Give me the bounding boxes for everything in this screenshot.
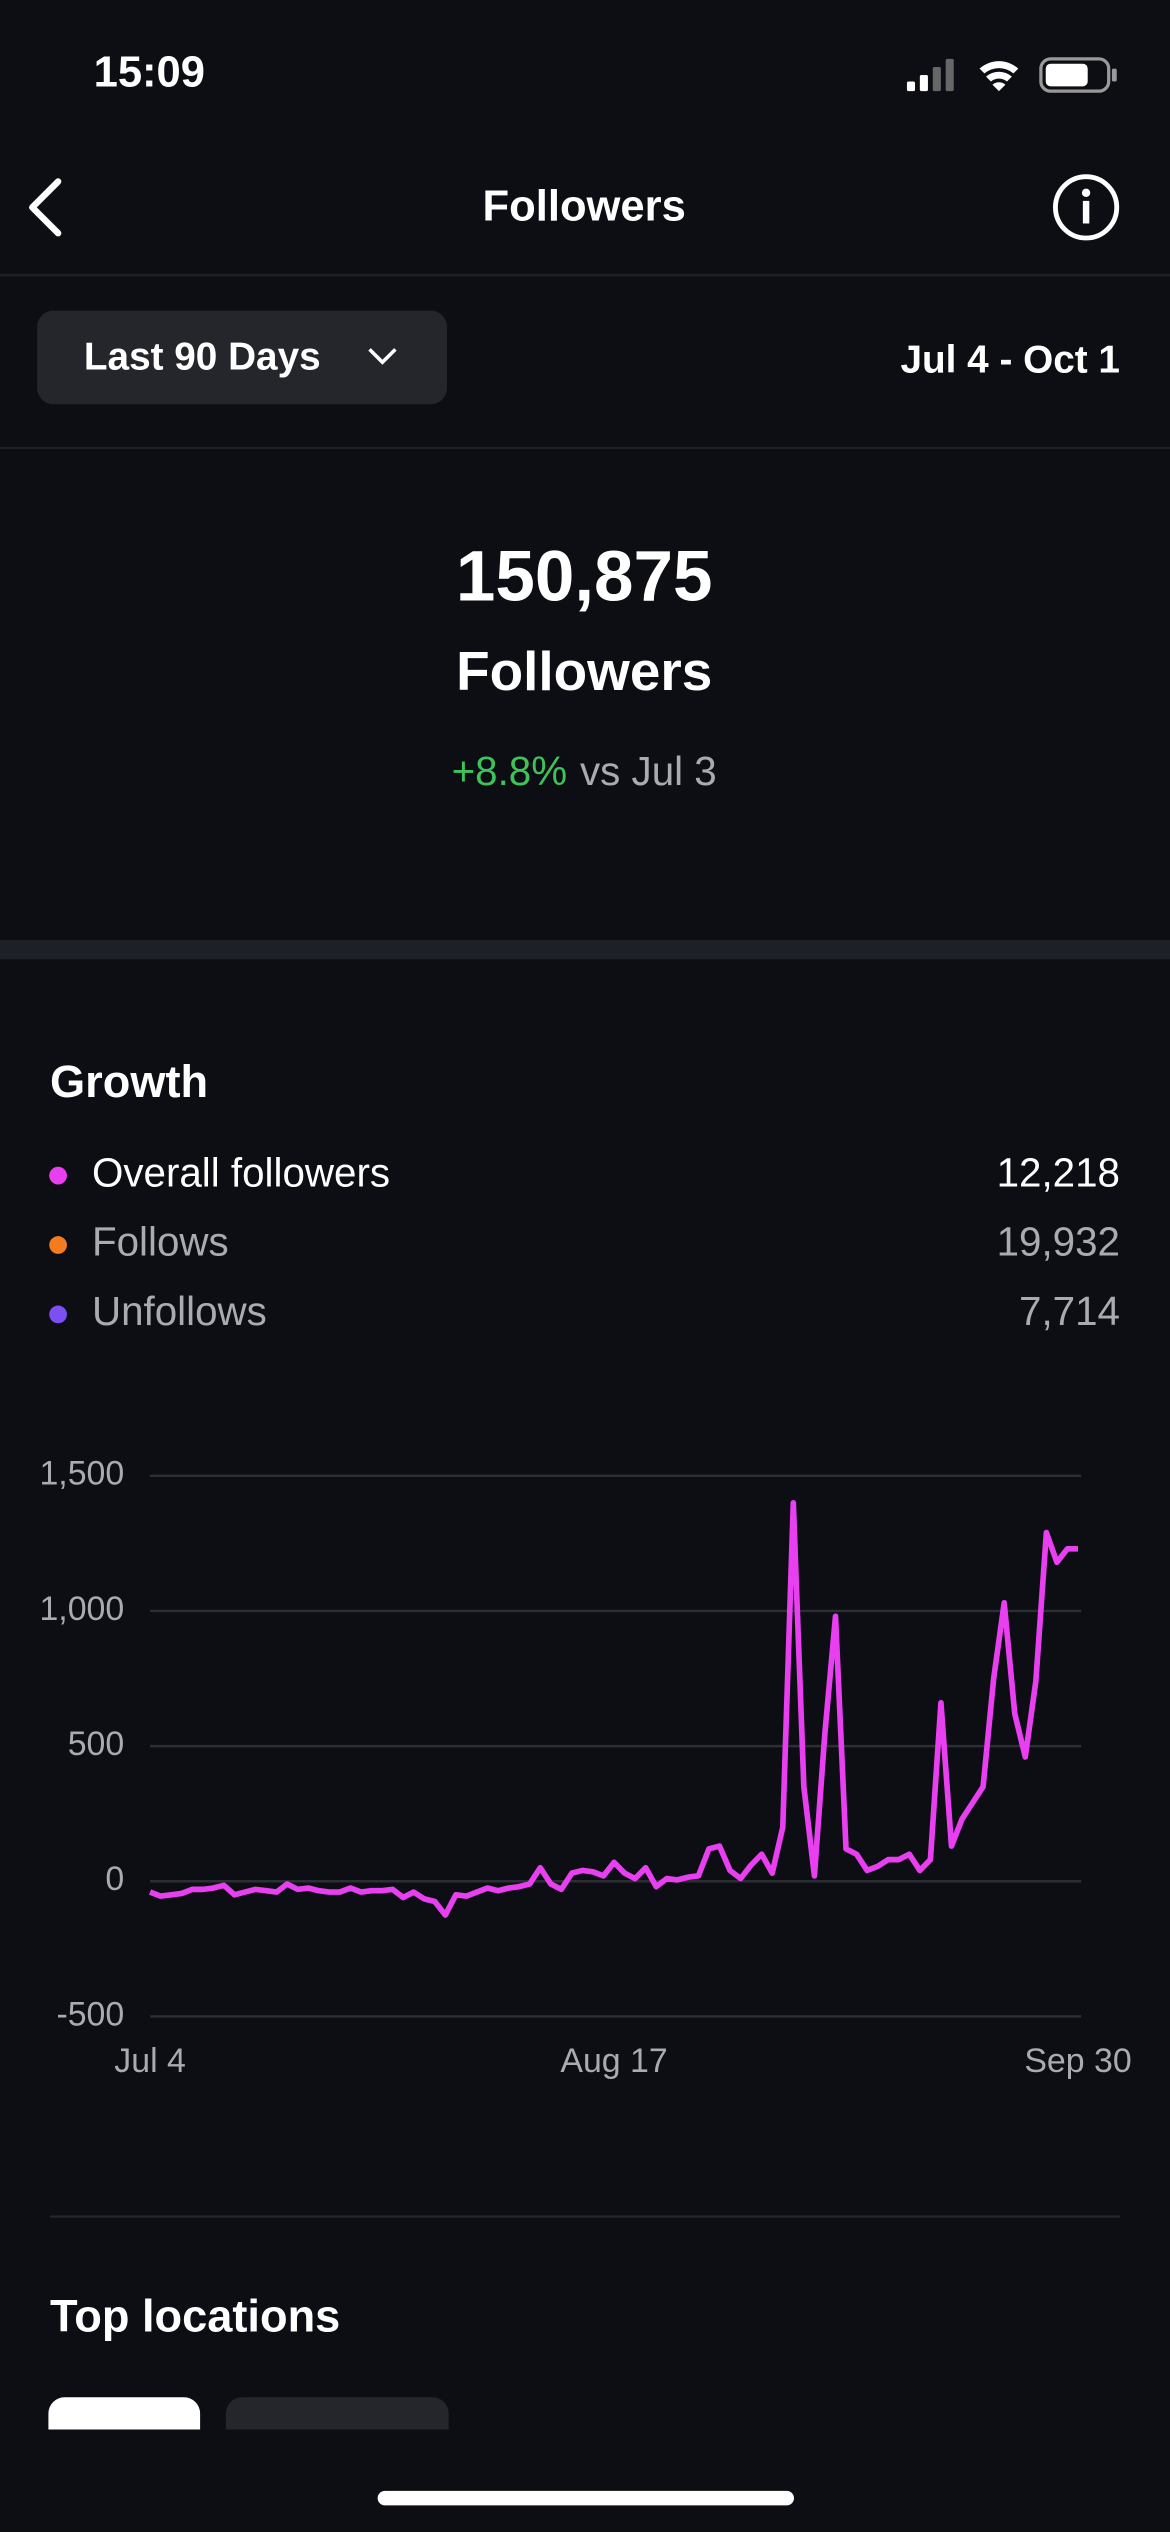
- legend-dot: [49, 1236, 67, 1254]
- legend-value: 12,218: [997, 1149, 1120, 1195]
- change-value: +8.8%: [452, 747, 567, 793]
- compare-label: vs Jul 3: [580, 747, 717, 793]
- y-tick-label: 500: [68, 1725, 125, 1763]
- top-locations-title: Top locations: [50, 2291, 340, 2342]
- growth-title: Growth: [50, 1056, 208, 1107]
- status-icons: [906, 57, 1117, 93]
- section-divider: [0, 940, 1170, 960]
- date-range: Jul 4 - Oct 1: [900, 339, 1119, 382]
- growth-legend: Overall followers 12,218 Follows 19,932 Unfo…: [49, 1149, 1120, 1334]
- x-tick-label: Sep 30: [1024, 2042, 1131, 2080]
- tab[interactable]: [225, 2397, 449, 2430]
- x-tick-label: Aug 17: [560, 2042, 667, 2080]
- info-button[interactable]: [1053, 174, 1120, 241]
- legend-value: 19,932: [997, 1219, 1120, 1265]
- legend-value: 7,714: [1019, 1288, 1120, 1334]
- legend-dot: [49, 1166, 67, 1185]
- dropdown-chevron: [368, 348, 397, 365]
- legend-dot: [49, 1305, 67, 1324]
- follower-label: Followers: [456, 640, 712, 702]
- status-time: 15:09: [94, 49, 205, 97]
- x-tick-label: Jul 4: [114, 2042, 186, 2080]
- page-title: Followers: [483, 182, 686, 230]
- change-line: +8.8% vs Jul 3: [452, 747, 717, 793]
- follower-count: 150,875: [456, 538, 713, 617]
- home-indicator: [377, 2490, 794, 2506]
- legend-name: Overall followers: [92, 1149, 390, 1195]
- tab[interactable]: [48, 2397, 201, 2430]
- legend-name: Unfollows: [92, 1288, 267, 1334]
- y-tick-label: 1,000: [39, 1590, 124, 1628]
- y-tick-label: -500: [56, 1995, 124, 2033]
- y-tick-label: 0: [105, 1860, 124, 1898]
- growth-chart: -500 0 500 1,000 1,500 Jul 4 Aug 17 Sep 30: [39, 1455, 1131, 2080]
- period-dropdown[interactable]: [37, 310, 448, 405]
- line-series: [149, 1499, 1079, 1918]
- period-label: Last 90 Days: [84, 335, 321, 378]
- back-button[interactable]: [29, 178, 62, 237]
- legend-name: Follows: [92, 1219, 229, 1265]
- y-tick-label: 1,500: [39, 1455, 124, 1493]
